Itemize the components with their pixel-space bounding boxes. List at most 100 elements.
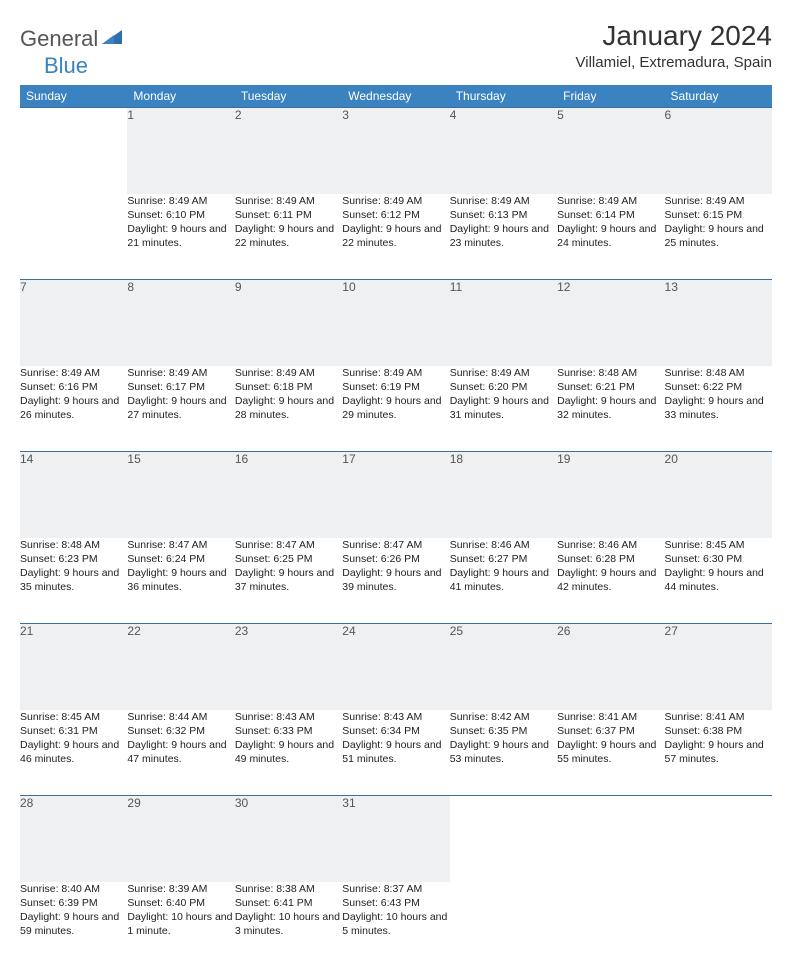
sunset-line: Sunset: 6:19 PM	[342, 380, 449, 394]
day-detail-cell: Sunrise: 8:48 AMSunset: 6:22 PMDaylight:…	[665, 366, 772, 452]
sunrise-line: Sunrise: 8:49 AM	[450, 194, 557, 208]
sunset-line: Sunset: 6:11 PM	[235, 208, 342, 222]
daylight-line: Daylight: 9 hours and 21 minutes.	[127, 222, 234, 250]
daylight-line: Daylight: 9 hours and 33 minutes.	[665, 394, 772, 422]
day-detail-row: Sunrise: 8:40 AMSunset: 6:39 PMDaylight:…	[20, 882, 772, 968]
sunrise-line: Sunrise: 8:49 AM	[235, 194, 342, 208]
sunrise-line: Sunrise: 8:47 AM	[127, 538, 234, 552]
daylight-line: Daylight: 9 hours and 25 minutes.	[665, 222, 772, 250]
day-number-cell: 8	[127, 280, 234, 366]
sunset-line: Sunset: 6:25 PM	[235, 552, 342, 566]
sunrise-line: Sunrise: 8:49 AM	[450, 366, 557, 380]
day-detail-cell: Sunrise: 8:49 AMSunset: 6:19 PMDaylight:…	[342, 366, 449, 452]
day-number-cell: 29	[127, 796, 234, 882]
day-number-cell: 18	[450, 452, 557, 538]
day-number-row: 21222324252627	[20, 624, 772, 710]
day-number-cell: 28	[20, 796, 127, 882]
sunset-line: Sunset: 6:26 PM	[342, 552, 449, 566]
weekday-header: Saturday	[665, 85, 772, 108]
day-number-cell	[665, 796, 772, 882]
daylight-line: Daylight: 10 hours and 3 minutes.	[235, 910, 342, 938]
daylight-line: Daylight: 9 hours and 29 minutes.	[342, 394, 449, 422]
daylight-line: Daylight: 9 hours and 57 minutes.	[665, 738, 772, 766]
day-number-cell: 11	[450, 280, 557, 366]
sunrise-line: Sunrise: 8:43 AM	[235, 710, 342, 724]
day-number-cell: 30	[235, 796, 342, 882]
day-detail-cell: Sunrise: 8:43 AMSunset: 6:33 PMDaylight:…	[235, 710, 342, 796]
sunrise-line: Sunrise: 8:49 AM	[235, 366, 342, 380]
weekday-header: Wednesday	[342, 85, 449, 108]
daylight-line: Daylight: 10 hours and 5 minutes.	[342, 910, 449, 938]
day-detail-cell: Sunrise: 8:49 AMSunset: 6:14 PMDaylight:…	[557, 194, 664, 280]
weekday-header: Friday	[557, 85, 664, 108]
sunrise-line: Sunrise: 8:49 AM	[342, 366, 449, 380]
day-detail-cell: Sunrise: 8:49 AMSunset: 6:15 PMDaylight:…	[665, 194, 772, 280]
day-number-cell: 6	[665, 108, 772, 194]
daylight-line: Daylight: 9 hours and 41 minutes.	[450, 566, 557, 594]
daylight-line: Daylight: 9 hours and 46 minutes.	[20, 738, 127, 766]
daylight-line: Daylight: 10 hours and 1 minute.	[127, 910, 234, 938]
sunrise-line: Sunrise: 8:41 AM	[557, 710, 664, 724]
day-detail-row: Sunrise: 8:48 AMSunset: 6:23 PMDaylight:…	[20, 538, 772, 624]
sunset-line: Sunset: 6:17 PM	[127, 380, 234, 394]
sunset-line: Sunset: 6:14 PM	[557, 208, 664, 222]
day-number-cell: 7	[20, 280, 127, 366]
day-detail-cell	[450, 882, 557, 968]
daylight-line: Daylight: 9 hours and 47 minutes.	[127, 738, 234, 766]
day-number-cell: 19	[557, 452, 664, 538]
sunrise-line: Sunrise: 8:49 AM	[665, 194, 772, 208]
sunset-line: Sunset: 6:18 PM	[235, 380, 342, 394]
sunset-line: Sunset: 6:30 PM	[665, 552, 772, 566]
sunrise-line: Sunrise: 8:45 AM	[20, 710, 127, 724]
daylight-line: Daylight: 9 hours and 39 minutes.	[342, 566, 449, 594]
day-detail-cell: Sunrise: 8:41 AMSunset: 6:38 PMDaylight:…	[665, 710, 772, 796]
day-number-cell: 15	[127, 452, 234, 538]
logo-triangle-icon	[102, 28, 124, 51]
day-detail-cell: Sunrise: 8:44 AMSunset: 6:32 PMDaylight:…	[127, 710, 234, 796]
sunset-line: Sunset: 6:12 PM	[342, 208, 449, 222]
sunset-line: Sunset: 6:28 PM	[557, 552, 664, 566]
day-number-row: 78910111213	[20, 280, 772, 366]
day-number-row: 28293031	[20, 796, 772, 882]
sunset-line: Sunset: 6:33 PM	[235, 724, 342, 738]
day-detail-cell: Sunrise: 8:38 AMSunset: 6:41 PMDaylight:…	[235, 882, 342, 968]
weekday-header: Tuesday	[235, 85, 342, 108]
day-number-cell: 16	[235, 452, 342, 538]
sunset-line: Sunset: 6:16 PM	[20, 380, 127, 394]
day-detail-cell: Sunrise: 8:42 AMSunset: 6:35 PMDaylight:…	[450, 710, 557, 796]
day-detail-cell	[665, 882, 772, 968]
day-number-row: 14151617181920	[20, 452, 772, 538]
sunset-line: Sunset: 6:34 PM	[342, 724, 449, 738]
day-number-cell: 14	[20, 452, 127, 538]
weekday-header: Sunday	[20, 85, 127, 108]
day-detail-row: Sunrise: 8:45 AMSunset: 6:31 PMDaylight:…	[20, 710, 772, 796]
logo: General	[20, 20, 126, 52]
day-detail-row: Sunrise: 8:49 AMSunset: 6:10 PMDaylight:…	[20, 194, 772, 280]
daylight-line: Daylight: 9 hours and 35 minutes.	[20, 566, 127, 594]
day-number-cell	[557, 796, 664, 882]
sunset-line: Sunset: 6:37 PM	[557, 724, 664, 738]
day-detail-cell: Sunrise: 8:49 AMSunset: 6:11 PMDaylight:…	[235, 194, 342, 280]
day-number-cell: 31	[342, 796, 449, 882]
day-number-cell: 27	[665, 624, 772, 710]
daylight-line: Daylight: 9 hours and 55 minutes.	[557, 738, 664, 766]
day-number-cell: 26	[557, 624, 664, 710]
sunrise-line: Sunrise: 8:49 AM	[127, 366, 234, 380]
weekday-header: Thursday	[450, 85, 557, 108]
sunset-line: Sunset: 6:32 PM	[127, 724, 234, 738]
day-number-cell	[20, 108, 127, 194]
day-detail-cell: Sunrise: 8:49 AMSunset: 6:10 PMDaylight:…	[127, 194, 234, 280]
sunrise-line: Sunrise: 8:42 AM	[450, 710, 557, 724]
day-number-cell: 25	[450, 624, 557, 710]
sunrise-line: Sunrise: 8:49 AM	[342, 194, 449, 208]
sunrise-line: Sunrise: 8:49 AM	[557, 194, 664, 208]
day-detail-cell: Sunrise: 8:45 AMSunset: 6:31 PMDaylight:…	[20, 710, 127, 796]
day-number-cell	[450, 796, 557, 882]
day-number-cell: 23	[235, 624, 342, 710]
sunrise-line: Sunrise: 8:44 AM	[127, 710, 234, 724]
day-detail-cell	[20, 194, 127, 280]
page-title: January 2024	[576, 20, 772, 52]
day-detail-row: Sunrise: 8:49 AMSunset: 6:16 PMDaylight:…	[20, 366, 772, 452]
day-detail-cell	[557, 882, 664, 968]
day-detail-cell: Sunrise: 8:49 AMSunset: 6:12 PMDaylight:…	[342, 194, 449, 280]
